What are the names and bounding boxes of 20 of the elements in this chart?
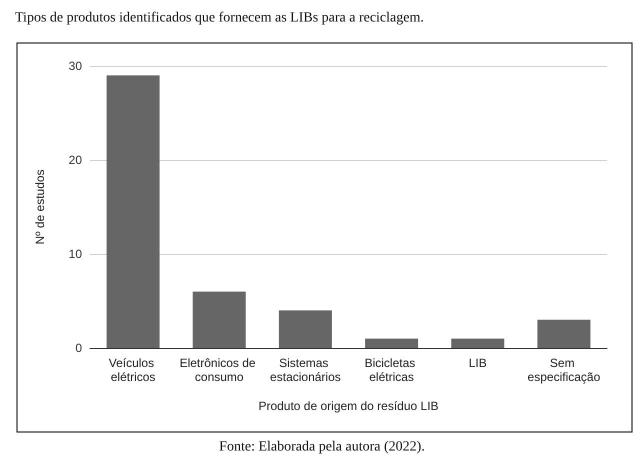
y-tick-label: 30 [68, 59, 82, 73]
bar [537, 320, 590, 348]
bar [106, 75, 160, 348]
y-tick-label: 0 [75, 341, 82, 355]
bar [278, 310, 332, 348]
source-note: Fonte: Elaborada pela autora (2022). [219, 440, 425, 454]
x-tick-label: LIB [468, 356, 487, 370]
x-tick-label: Sistemas estacionários [270, 356, 341, 384]
y-axis-title: Nº de estudos [33, 169, 47, 245]
x-axis-title: Produto de origem do resíduo LIB [258, 399, 439, 413]
y-tick-label: 20 [68, 153, 82, 167]
x-tick-label: Sem especificação [528, 356, 601, 384]
x-tick-label: Veículos elétricos [108, 356, 158, 384]
y-tick-label: 10 [68, 247, 82, 261]
bar [192, 292, 246, 348]
chart-title: Tipos de produtos identificados que fornecem as LIBs para a reciclagem. [15, 10, 424, 26]
x-tick-label: Eletrônicos de consumo [180, 356, 259, 384]
x-tick-label: Bicicletas elétricas [364, 356, 419, 384]
bar [365, 338, 418, 348]
bar [451, 338, 504, 348]
